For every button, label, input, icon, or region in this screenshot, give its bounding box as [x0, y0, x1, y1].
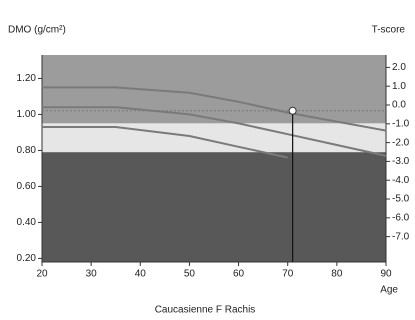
y2-tick-label: -1.0 — [392, 118, 410, 129]
patient-point — [288, 106, 297, 115]
x-tick-label: 30 — [86, 269, 98, 280]
x-tick-label: 80 — [331, 269, 343, 280]
y2-tick-label: -4.0 — [392, 175, 410, 186]
zone-band — [42, 123, 386, 153]
y-tick-label: 0.80 — [17, 145, 37, 156]
reference-curve — [42, 126, 288, 159]
caption: Caucasienne F Rachis — [155, 305, 256, 316]
x-tick-label: 70 — [282, 269, 294, 280]
y2-axis-label: T-score — [372, 25, 406, 36]
zone-band — [42, 55, 386, 124]
x-tick-label: 40 — [135, 269, 147, 280]
y-tick-label: 1.20 — [17, 73, 37, 84]
y2-tick-label: -7.0 — [392, 231, 410, 242]
zone-band — [42, 152, 386, 262]
y-axis-label: DMO (g/cm²) — [8, 25, 66, 36]
reference-curve — [42, 106, 387, 157]
reference-curve — [42, 86, 387, 132]
x-axis-label: Age — [380, 285, 398, 296]
y-tick-label: 0.40 — [17, 217, 37, 228]
y2-tick-label: -6.0 — [392, 212, 410, 223]
y-tick-label: 1.00 — [17, 109, 37, 120]
x-tick-label: 50 — [184, 269, 196, 280]
x-tick-label: 90 — [380, 269, 392, 280]
y-tick-label: 0.20 — [17, 253, 37, 264]
y2-tick-label: 2.0 — [392, 62, 406, 73]
y2-tick-label: 1.0 — [392, 81, 406, 92]
y2-tick-label: -5.0 — [392, 194, 410, 205]
y2-tick-label: -2.0 — [392, 137, 410, 148]
y2-tick-label: -3.0 — [392, 156, 410, 167]
y2-tick-label: 0.0 — [392, 100, 406, 111]
x-tick-label: 20 — [36, 269, 48, 280]
x-tick-label: 60 — [233, 269, 245, 280]
y-tick-label: 0.60 — [17, 181, 37, 192]
